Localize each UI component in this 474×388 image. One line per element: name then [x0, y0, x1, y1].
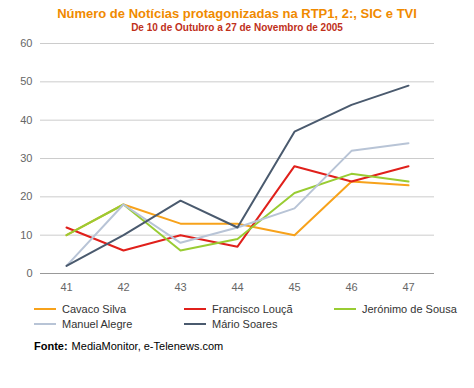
- svg-text:10: 10: [20, 229, 32, 241]
- html-text:Francisco Louçã: Francisco Louçã: [212, 303, 293, 315]
- html-text:Jerónimo de Sousa: Jerónimo de Sousa: [362, 303, 457, 315]
- svg-text:50: 50: [20, 75, 32, 87]
- svg-text:44: 44: [231, 281, 243, 293]
- svg-text:0: 0: [26, 267, 32, 279]
- svg-text:43: 43: [174, 281, 186, 293]
- html-text:Manuel Alegre: Manuel Alegre: [62, 318, 133, 330]
- html-text:De 10 de Outubro a 27 de Novem: De 10 de Outubro a 27 de Novembro de 200…: [131, 22, 343, 33]
- svg-text:41: 41: [60, 281, 72, 293]
- svg-text:30: 30: [20, 152, 32, 164]
- html-text:Cavaco Silva: Cavaco Silva: [62, 303, 127, 315]
- html-text:Número de Notícias protagoniza: Número de Notícias protagonizadas na RTP…: [57, 6, 417, 21]
- svg-text:40: 40: [20, 114, 32, 126]
- html-text:Fonte: MediaMonitor, e-Telenew: Fonte: MediaMonitor, e-Telenews.com: [34, 340, 224, 352]
- svg-text:45: 45: [288, 281, 300, 293]
- svg-text:20: 20: [20, 190, 32, 202]
- html-text:Mário Soares: Mário Soares: [212, 318, 278, 330]
- svg-text:47: 47: [402, 281, 414, 293]
- svg-text:46: 46: [345, 281, 357, 293]
- svg-text:60: 60: [20, 37, 32, 49]
- svg-text:42: 42: [117, 281, 129, 293]
